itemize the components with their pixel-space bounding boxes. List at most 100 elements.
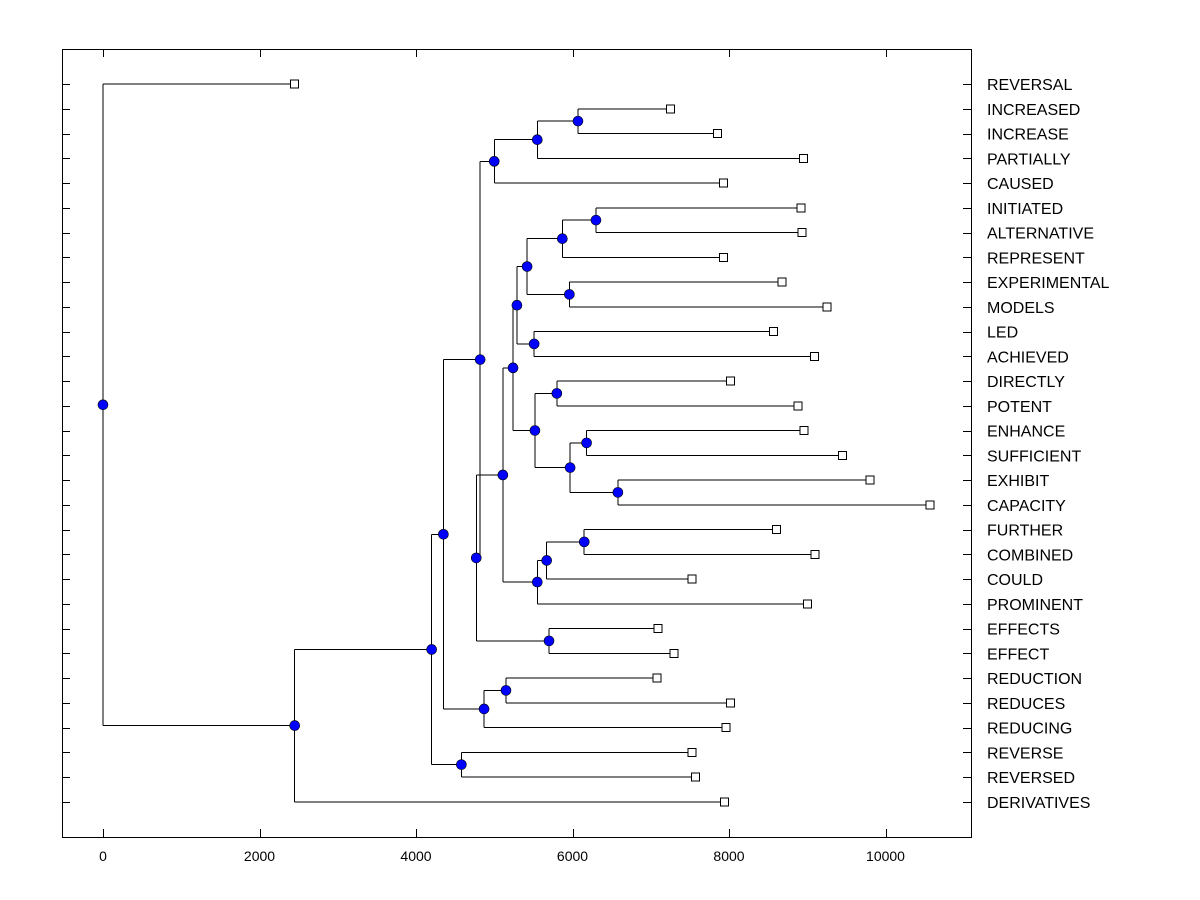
merge-node-n_fur_com: [578, 536, 590, 548]
x-tick-label-6000: 6000: [557, 848, 588, 864]
merge-node-n_exp_mod: [564, 289, 575, 300]
x-tick-label-2000: 2000: [244, 848, 275, 864]
leaf-label-reversed: REVERSED: [987, 770, 1075, 787]
leaf-marker-reverse: [687, 747, 697, 757]
dendrogram-edges: [102, 83, 931, 803]
leaf-label-directly: DIRECTLY: [987, 374, 1065, 391]
leaf-label-reduction: REDUCTION: [987, 671, 1082, 688]
leaf-label-led: LED: [987, 325, 1018, 342]
merge-node-n_init_rep: [557, 233, 568, 244]
merge-node-n_group_b: [511, 299, 523, 311]
leaf-marker-enhance: [799, 426, 809, 435]
merge-node-n_fur_pro: [531, 576, 543, 588]
merge-node-n_red_ing: [478, 703, 490, 715]
leaf-marker-experimental: [777, 277, 787, 287]
leaf-marker-reducing: [721, 723, 731, 732]
leaf-label-enhance: ENHANCE: [987, 424, 1065, 441]
leaf-marker-caused: [719, 178, 729, 188]
x-tick-label-8000: 8000: [713, 848, 744, 864]
merge-node-n_incr_caus: [488, 156, 500, 167]
leaf-marker-achieved: [809, 351, 819, 361]
leaf-label-increase: INCREASE: [987, 127, 1069, 144]
leaf-markers: [290, 79, 935, 807]
plot-frame: [62, 49, 972, 838]
leaf-marker-capacity: [925, 500, 935, 510]
leaf-label-effect: EFFECT: [987, 646, 1049, 663]
leaf-label-combined: COMBINED: [987, 547, 1073, 564]
leaf-marker-directly: [726, 376, 736, 386]
leaf-marker-prominent: [802, 599, 812, 609]
leaf-label-prominent: PROMINENT: [987, 597, 1083, 614]
leaf-label-effects: EFFECTS: [987, 622, 1060, 639]
leaf-marker-effect: [669, 648, 679, 658]
merge-node-n_eff: [543, 635, 555, 647]
leaf-marker-combined: [810, 549, 820, 559]
merge-node-n_dir_pot: [551, 388, 563, 399]
merge-node-markers: [97, 115, 624, 770]
leaf-label-could: COULD: [987, 572, 1043, 589]
leaf-marker-reversal: [290, 79, 300, 89]
leaf-marker-alternative: [797, 228, 807, 237]
x-tick-label-0: 0: [99, 848, 107, 864]
merge-node-n_led_ach: [528, 338, 540, 350]
merge-node-n_group_g: [438, 528, 449, 540]
leaf-label-reducing: REDUCING: [987, 721, 1072, 738]
leaf-label-further: FURTHER: [987, 523, 1063, 540]
merge-node-n_rev: [456, 759, 467, 770]
leaf-marker-increase: [712, 129, 722, 138]
leaf-label-reversal: REVERSAL: [987, 77, 1072, 94]
merge-node-n_group_c: [507, 362, 519, 374]
merge-node-n_group_e: [470, 552, 482, 564]
leaf-marker-could: [687, 574, 697, 584]
leaf-label-partially: PARTIALLY: [987, 151, 1071, 168]
merge-node-n_enh_exh: [564, 462, 576, 473]
merge-node-n_root: [97, 399, 109, 411]
leaf-label-alternative: ALTERNATIVE: [987, 226, 1094, 243]
leaf-marker-effects: [653, 624, 663, 633]
merge-node-n_dir_enh: [529, 425, 541, 436]
merge-node-n_group_i: [289, 720, 301, 731]
leaf-marker-led: [769, 327, 779, 336]
x-axis: 0 2000 4000 6000 8000 10000: [62, 49, 971, 864]
x-tick-label-4000: 4000: [400, 848, 431, 864]
merge-node-n_fur_cou: [541, 555, 552, 566]
leaf-marker-sufficient: [837, 450, 847, 460]
leaf-label-exhibit: EXHIBIT: [987, 473, 1049, 490]
merge-node-n_group_h: [426, 644, 437, 655]
leaf-label-derivatives: DERIVATIVES: [987, 795, 1090, 812]
merge-node-n_group_a: [521, 261, 533, 272]
leaf-label-capacity: CAPACITY: [987, 498, 1066, 515]
leaf-marker-reduces: [726, 698, 736, 708]
leaf-marker-potent: [793, 401, 803, 411]
leaf-marker-derivatives: [719, 797, 729, 807]
leaf-marker-exhibit: [865, 475, 875, 485]
leaf-label-represent: REPRESENT: [987, 250, 1085, 267]
merge-node-n_group_f: [474, 354, 486, 365]
leaf-marker-initiated: [796, 203, 806, 213]
leaf-label-potent: POTENT: [987, 399, 1052, 416]
merge-node-n_enh_suf: [581, 437, 592, 449]
leaf-label-models: MODELS: [987, 300, 1055, 317]
merge-node-n_exh_cap: [612, 487, 624, 498]
leaf-label-caused: CAUSED: [987, 176, 1054, 193]
leaf-marker-partially: [798, 153, 808, 163]
leaf-label-initiated: INITIATED: [987, 201, 1063, 218]
leaf-marker-reduction: [652, 673, 662, 683]
merge-node-n_group_d: [497, 469, 509, 481]
leaf-label-increased: INCREASED: [987, 102, 1080, 119]
x-tick-label-10000: 10000: [866, 848, 905, 864]
leaf-label-achieved: ACHIEVED: [987, 349, 1069, 366]
leaf-marker-represent: [719, 252, 729, 262]
leaf-label-reverse: REVERSE: [987, 745, 1063, 762]
leaf-marker-models: [822, 302, 832, 312]
merge-node-n_incr: [572, 115, 584, 127]
leaf-label-sufficient: SUFFICIENT: [987, 448, 1081, 465]
merge-node-n_incr_part: [531, 134, 543, 145]
leaf-marker-increased: [665, 104, 675, 114]
leaf-label-experimental: EXPERIMENTAL: [987, 275, 1110, 292]
merge-node-n_red: [500, 685, 512, 696]
merge-node-n_init_alt: [590, 214, 602, 226]
leaf-label-reduces: REDUCES: [987, 696, 1065, 713]
leaf-labels: REVERSAL INCREASED INCREASE PARTIALLY CAUSED…: [987, 77, 1110, 812]
